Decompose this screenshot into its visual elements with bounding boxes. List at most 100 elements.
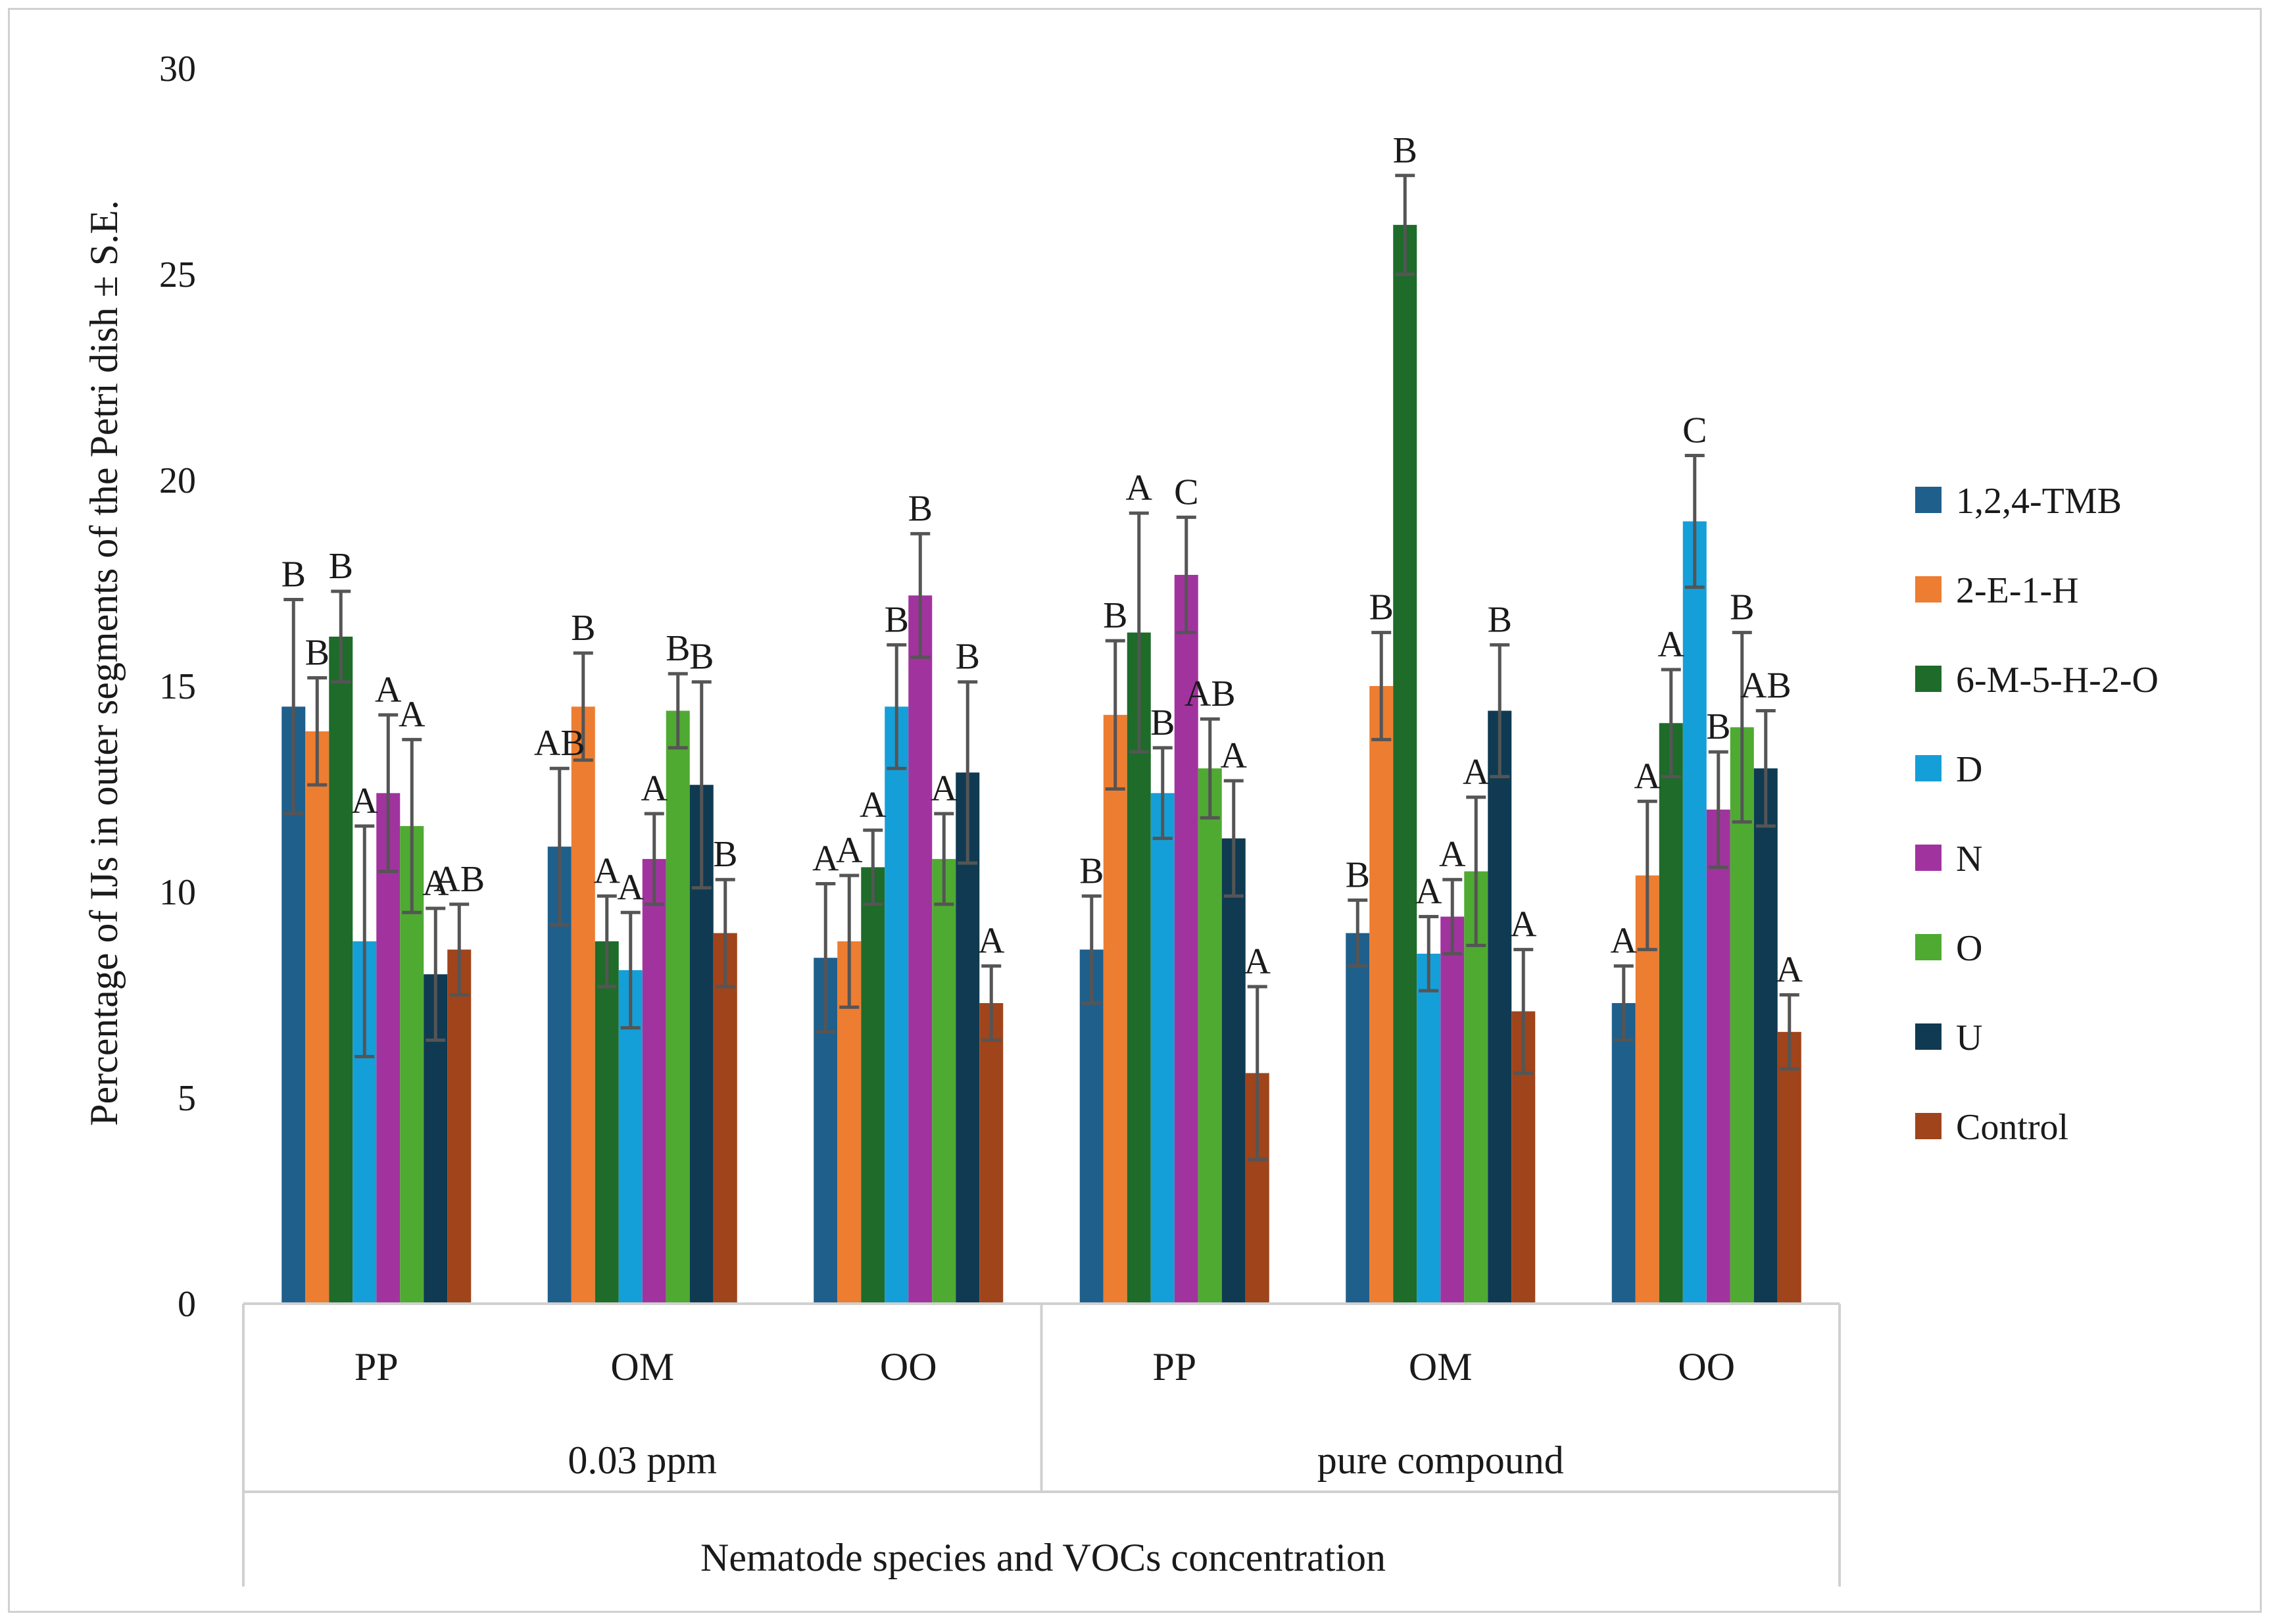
bar (666, 710, 690, 1304)
bar (1753, 768, 1778, 1304)
bar (1079, 949, 1104, 1304)
significance-letter: B (1706, 706, 1730, 747)
y-tick-label: 10 (159, 872, 196, 913)
legend-swatch (1915, 1023, 1941, 1050)
significance-letter: B (1369, 587, 1394, 628)
legend-label: U (1956, 1018, 1982, 1058)
legend-label: Control (1956, 1107, 2068, 1148)
bar (376, 793, 401, 1304)
significance-letter: B (571, 608, 595, 649)
significance-letter: A (978, 921, 1005, 962)
bar (1198, 768, 1222, 1304)
legend-swatch (1915, 666, 1941, 692)
bar (1706, 809, 1730, 1304)
legend-swatch (1915, 576, 1941, 603)
significance-letter: B (329, 546, 353, 587)
significance-letter: A (1439, 834, 1466, 875)
bar (1369, 686, 1394, 1304)
significance-letter: B (1730, 587, 1754, 628)
bar (1346, 933, 1370, 1304)
bar (595, 941, 619, 1304)
significance-letter: A (1415, 872, 1442, 912)
bar (932, 858, 956, 1304)
x-category-label: OO (1678, 1345, 1735, 1389)
x-category-label: PP (1152, 1345, 1196, 1389)
significance-letter: A (931, 768, 958, 809)
significance-letter: A (860, 785, 887, 825)
significance-letter: AB (1740, 666, 1792, 706)
bar (1150, 793, 1175, 1304)
bar (1417, 953, 1441, 1304)
significance-letter: A (1776, 950, 1803, 991)
bar (1611, 1003, 1636, 1304)
significance-letter: B (908, 488, 933, 529)
bar (329, 636, 353, 1304)
legend-swatch (1915, 487, 1941, 513)
significance-letter: A (1463, 752, 1490, 793)
y-tick-label: 15 (159, 666, 196, 707)
x-group-label: pure compound (1317, 1439, 1564, 1482)
legend: 1,2,4-TMB 2-E-1-H 6-M-5-H-2-O D N O U Control (1915, 481, 2159, 1148)
significance-letter: A (1510, 904, 1537, 945)
x-category-label: OM (610, 1345, 674, 1389)
significance-letter: AB (433, 859, 485, 900)
bar (642, 858, 666, 1304)
significance-letter: A (375, 670, 402, 710)
bar (861, 867, 885, 1304)
significance-letter: A (1611, 921, 1638, 962)
legend-swatch (1915, 845, 1941, 871)
significance-letter: B (1079, 850, 1104, 891)
significance-letter: B (305, 632, 330, 673)
significance-letter: B (1488, 599, 1512, 640)
significance-letter: A (836, 830, 863, 871)
bar (885, 706, 909, 1304)
bar (571, 706, 595, 1304)
y-tick-label: 5 (178, 1078, 196, 1119)
bar (1777, 1031, 1801, 1304)
bar (447, 949, 472, 1304)
significance-letter: A (812, 838, 839, 879)
legend-label: N (1956, 839, 1982, 879)
bar (1659, 723, 1683, 1304)
significance-letter: A (1244, 941, 1271, 982)
x-axis-title: Nematode species and VOCs concentration (700, 1536, 1386, 1579)
error-bars (283, 174, 1799, 1162)
y-tick-label: 20 (159, 460, 196, 501)
significance-letter: A (1126, 468, 1153, 508)
significance-letter: A (618, 867, 645, 908)
significance-letter: B (281, 554, 306, 595)
significance-letter: B (1346, 855, 1370, 896)
bar (1221, 838, 1246, 1304)
significance-letter: B (666, 628, 690, 669)
significance-letter: A (1658, 624, 1685, 665)
significance-letter: B (713, 834, 737, 875)
x-category-label: PP (354, 1345, 399, 1389)
significance-letter: A (422, 863, 449, 904)
bar (1440, 916, 1465, 1304)
bar (908, 595, 933, 1304)
y-axis-title: Percentage of IJs in outer segments of t… (82, 200, 126, 1126)
bar (305, 731, 330, 1304)
x-category-label: OO (880, 1345, 937, 1389)
bar (1488, 710, 1512, 1304)
y-tick-label: 30 (159, 49, 196, 89)
significance-letter: AB (534, 723, 585, 764)
significance-letter: A (641, 768, 668, 809)
significance-letter: A (399, 694, 426, 735)
significance-letter: B (1103, 595, 1127, 636)
legend-label: 6-M-5-H-2-O (1956, 660, 2159, 701)
significance-letter: B (885, 599, 909, 640)
significance-letter: A (594, 850, 621, 891)
x-category-label: OM (1409, 1345, 1473, 1389)
bar (1103, 714, 1127, 1304)
significance-letter: B (956, 637, 980, 677)
bar (1174, 574, 1198, 1304)
significance-letter: B (689, 637, 714, 677)
significance-letter: B (1150, 702, 1175, 743)
significance-letter: B (1393, 130, 1417, 171)
bar (979, 1003, 1004, 1304)
bar-series (281, 224, 1801, 1304)
y-tick-label: 25 (159, 255, 196, 295)
